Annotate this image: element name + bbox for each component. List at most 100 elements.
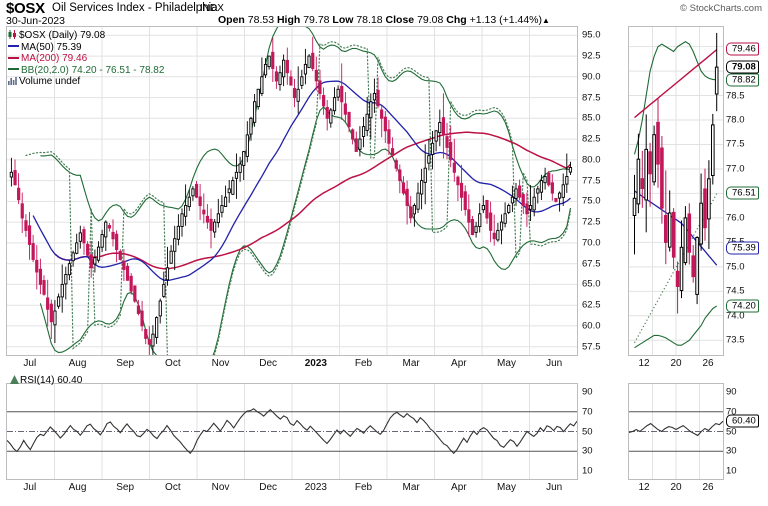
x-axis-tick: Dec	[259, 482, 278, 493]
x-axis-tick: Oct	[165, 358, 181, 369]
legend-ma200-label: MA(200) 79.46	[21, 53, 88, 65]
x-axis-tick: 26	[702, 482, 714, 493]
y-axis-tick: 70	[582, 406, 593, 418]
exchange-label: INDX	[200, 3, 224, 14]
x-axis-tick: Mar	[402, 482, 420, 493]
low-label: Low	[332, 14, 354, 26]
x-axis-tick: 2023	[304, 358, 327, 369]
x-axis-tick: Mar	[402, 358, 420, 369]
y-axis-tick: 70.0	[582, 237, 601, 249]
symbol-name: Oil Services Index - Philadelphia	[52, 2, 218, 14]
price-callout-tag: 79.08	[726, 60, 759, 74]
price-callout-tag: 75.39	[726, 241, 759, 255]
ma50-swatch-icon	[8, 44, 19, 47]
low-value: 78.18	[356, 14, 383, 26]
stockcharts-watermark: © StockCharts.com	[680, 3, 762, 14]
y-axis-tick: 57.5	[582, 341, 601, 353]
y-axis-tick: 77.0	[726, 163, 745, 175]
y-axis-tick: 95.0	[582, 29, 601, 41]
legend-ma200-row: MA(200) 79.46	[8, 53, 164, 65]
ma200-swatch-icon	[8, 56, 19, 59]
y-axis-tick: 73.5	[726, 334, 745, 346]
ohlc-summary: Open 78.53 High 79.78 Low 78.18 Close 79…	[218, 14, 550, 26]
open-value: 78.53	[247, 14, 275, 26]
x-axis-tick: Jul	[23, 358, 37, 369]
legend-bb-row: BB(20,2.0) 74.20 - 76.51 - 78.82	[8, 65, 164, 77]
y-axis-tick: 75.0	[582, 195, 601, 207]
y-axis-tick: 67.5	[582, 258, 601, 270]
y-axis-tick: 77.5	[582, 175, 601, 187]
legend-price-label: $OSX (Daily) 79.08	[19, 30, 106, 41]
x-axis-tick: 20	[670, 358, 682, 369]
rsi-mini-chart-panel[interactable]	[628, 383, 724, 480]
mini-price-x-axis: 12 20 26	[628, 358, 724, 372]
rsi-mini-x-axis: 12 20 26	[628, 482, 724, 496]
rsi-y-axis: 90 70 50 30 10	[582, 383, 628, 480]
price-callout-tag: 79.46	[726, 42, 759, 56]
x-axis-tick: Jun	[546, 482, 563, 493]
y-axis-tick: 74.5	[726, 285, 745, 297]
x-axis-tick: Feb	[354, 358, 373, 369]
rsi-callout-tag: 60.40	[726, 414, 759, 428]
y-axis-tick: 50	[582, 426, 593, 437]
x-axis-tick: Oct	[165, 482, 181, 493]
legend-volume-row: Volume undef	[8, 76, 164, 88]
x-axis-tick: Apr	[451, 358, 467, 369]
main-price-chart-panel[interactable]	[6, 26, 578, 356]
high-label: High	[276, 14, 301, 26]
y-axis-tick: 30	[582, 445, 593, 457]
y-axis-tick: 30	[726, 445, 737, 457]
chart-legend: $OSX (Daily) 79.08 MA(50) 75.39 MA(200) …	[8, 30, 164, 88]
x-axis-tick: Dec	[259, 358, 278, 369]
y-axis-tick: 92.5	[582, 50, 601, 62]
chg-value: +1.13 (+1.44%)	[469, 14, 542, 26]
legend-ma50-label: MA(50) 75.39	[21, 41, 82, 53]
candlestick-icon	[8, 30, 17, 39]
y-axis-tick: 90.0	[582, 71, 601, 83]
legend-volume-label: Volume undef	[19, 76, 81, 88]
x-axis-tick: Jun	[546, 358, 563, 369]
y-axis-tick: 85.0	[582, 112, 601, 124]
y-axis-tick: 10	[726, 465, 737, 477]
main-price-x-axis: Jul Aug Sep Oct Nov Dec 2023 Feb Mar Apr May Jun	[6, 358, 578, 372]
y-axis-tick: 78.0	[726, 114, 745, 126]
rsi-legend: RSI(14) 60.40	[10, 375, 82, 386]
rsi-legend-label: RSI(14) 60.40	[20, 375, 83, 386]
bollinger-swatch-icon	[8, 68, 19, 71]
close-value: 79.08	[417, 14, 444, 26]
close-label: Close	[385, 14, 415, 26]
rsi-mini-y-axis: 90 70 50 30 10	[726, 383, 768, 480]
x-axis-tick: Nov	[211, 358, 230, 369]
rsi-chart-panel[interactable]	[6, 383, 578, 480]
x-axis-tick: Sep	[116, 358, 135, 369]
up-arrow-icon: ▲	[542, 16, 550, 25]
y-axis-tick: 60.0	[582, 320, 601, 332]
rsi-icon	[10, 375, 19, 384]
y-axis-tick: 10	[582, 465, 593, 477]
y-axis-tick: 75.0	[726, 261, 745, 273]
quote-date: 30-Jun-2023	[6, 15, 65, 27]
x-axis-tick: Apr	[451, 482, 467, 493]
x-axis-tick: Aug	[68, 358, 87, 369]
x-axis-tick: May	[497, 358, 516, 369]
y-axis-tick: 90	[726, 386, 737, 398]
x-axis-tick: 12	[638, 358, 650, 369]
y-axis-tick: 76.0	[726, 212, 745, 224]
legend-bb-label: BB(20,2.0) 74.20 - 76.51 - 78.82	[21, 64, 165, 76]
chart-header: $OSX Oil Services Index - Philadelphia I…	[0, 0, 768, 28]
high-value: 79.78	[303, 14, 330, 26]
price-callout-tag: 76.51	[726, 186, 759, 200]
mini-price-chart-panel[interactable]	[628, 26, 724, 356]
x-axis-tick: 12	[638, 482, 650, 493]
x-axis-tick: Sep	[116, 482, 135, 493]
y-axis-tick: 82.5	[582, 133, 601, 145]
y-axis-tick: 72.5	[582, 216, 601, 228]
legend-ma50-row: MA(50) 75.39	[8, 42, 164, 54]
rsi-x-axis: Jul Aug Sep Oct Nov Dec 2023 Feb Mar Apr May Jun	[6, 482, 578, 496]
y-axis-tick: 62.5	[582, 299, 601, 311]
y-axis-tick: 70	[726, 406, 737, 418]
x-axis-tick: May	[497, 482, 516, 493]
x-axis-tick: Nov	[211, 482, 230, 493]
x-axis-tick: Feb	[354, 482, 373, 493]
